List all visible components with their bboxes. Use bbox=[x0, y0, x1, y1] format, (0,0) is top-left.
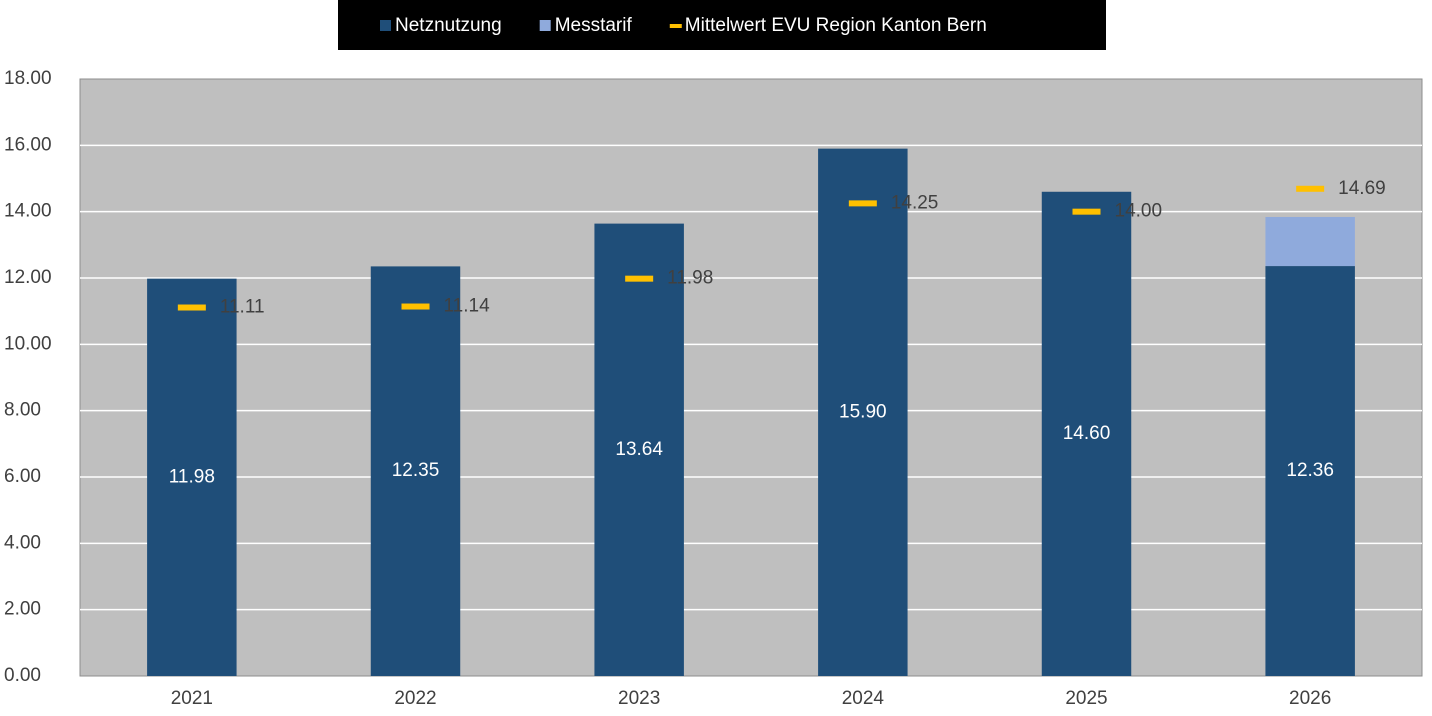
y-tick-label: 10.00 bbox=[4, 333, 52, 354]
data-label: 13.64 bbox=[615, 439, 663, 460]
x-tick-label: 2025 bbox=[1065, 688, 1107, 709]
marker bbox=[401, 303, 430, 310]
bar bbox=[1265, 216, 1355, 267]
data-label: 14.00 bbox=[1115, 201, 1163, 222]
bar bbox=[1265, 266, 1355, 676]
y-tick-label: 14.00 bbox=[4, 201, 52, 222]
y-tick-label: 12.00 bbox=[4, 267, 52, 288]
legend-label: Netznutzung bbox=[395, 15, 502, 36]
marker bbox=[848, 200, 877, 207]
x-tick-label: 2024 bbox=[842, 688, 885, 709]
data-label: 14.25 bbox=[891, 192, 939, 213]
legend-swatch bbox=[669, 24, 682, 28]
bar bbox=[147, 278, 237, 676]
bar bbox=[818, 148, 908, 676]
data-label: 11.98 bbox=[169, 466, 215, 487]
x-tick-label: 2021 bbox=[171, 688, 213, 709]
data-label: 11.11 bbox=[220, 297, 265, 318]
marker bbox=[1072, 208, 1101, 215]
y-tick-label: 0.00 bbox=[4, 665, 41, 686]
x-tick-label: 2023 bbox=[618, 688, 660, 709]
legend-label: Messtarif bbox=[555, 15, 633, 36]
y-tick-label: 16.00 bbox=[4, 134, 52, 155]
y-tick-label: 8.00 bbox=[4, 400, 41, 421]
marker bbox=[1296, 185, 1325, 192]
marker bbox=[625, 275, 654, 282]
plot-area bbox=[79, 78, 1423, 677]
bar bbox=[594, 223, 684, 676]
legend-swatch bbox=[539, 20, 551, 31]
data-label: 14.60 bbox=[1063, 423, 1111, 444]
y-tick-label: 4.00 bbox=[4, 532, 41, 553]
legend-swatch bbox=[380, 20, 391, 31]
bar bbox=[1041, 191, 1132, 676]
data-label: 11.98 bbox=[667, 268, 713, 289]
bar bbox=[370, 266, 461, 676]
legend-background bbox=[338, 0, 1106, 50]
x-tick-label: 2022 bbox=[394, 688, 436, 709]
x-tick-label: 2026 bbox=[1289, 688, 1331, 709]
data-label: 14.69 bbox=[1338, 178, 1386, 199]
y-tick-label: 18.00 bbox=[4, 68, 52, 89]
data-label: 11.14 bbox=[444, 296, 491, 317]
y-tick-label: 2.00 bbox=[4, 599, 41, 620]
data-label: 12.36 bbox=[1286, 460, 1334, 481]
data-label: 15.90 bbox=[839, 401, 887, 422]
marker bbox=[177, 304, 206, 311]
legend-label: Mittelwert EVU Region Kanton Bern bbox=[685, 15, 987, 36]
data-label: 12.35 bbox=[392, 460, 440, 481]
y-tick-label: 6.00 bbox=[4, 466, 41, 487]
